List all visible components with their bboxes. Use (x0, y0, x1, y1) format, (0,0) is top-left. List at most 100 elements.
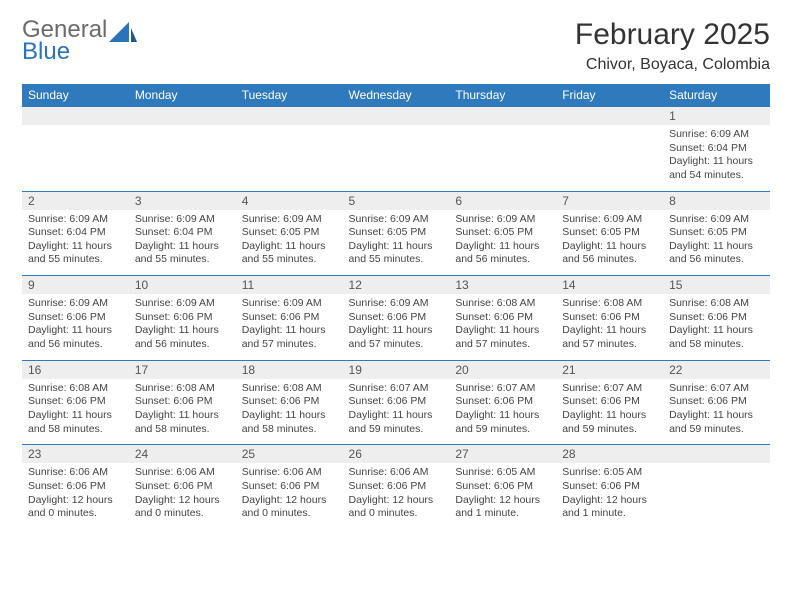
sunset-label: Sunset: 6:06 PM (28, 311, 123, 325)
daylight-label: Daylight: 11 hours and 56 minutes. (562, 240, 657, 267)
sunset-label: Sunset: 6:06 PM (349, 395, 444, 409)
day-number: 24 (129, 445, 236, 463)
calendar-day (663, 445, 770, 529)
calendar-week: 16Sunrise: 6:08 AMSunset: 6:06 PMDayligh… (22, 360, 770, 445)
daylight-label: Daylight: 11 hours and 57 minutes. (562, 324, 657, 351)
sunset-label: Sunset: 6:05 PM (562, 226, 657, 240)
day-number (129, 107, 236, 125)
daylight-label: Daylight: 11 hours and 55 minutes. (242, 240, 337, 267)
calendar-body: 1Sunrise: 6:09 AMSunset: 6:04 PMDaylight… (22, 107, 770, 529)
sunset-label: Sunset: 6:05 PM (349, 226, 444, 240)
logo-word-2: Blue (22, 40, 107, 64)
sunrise-label: Sunrise: 6:09 AM (349, 213, 444, 227)
sunrise-label: Sunrise: 6:06 AM (28, 466, 123, 480)
day-details (556, 125, 663, 185)
daylight-label: Daylight: 11 hours and 58 minutes. (242, 409, 337, 436)
day-number: 18 (236, 361, 343, 379)
location-label: Chivor, Boyaca, Colombia (575, 56, 770, 74)
day-number (236, 107, 343, 125)
daylight-label: Daylight: 11 hours and 58 minutes. (28, 409, 123, 436)
sunrise-label: Sunrise: 6:09 AM (242, 297, 337, 311)
day-details: Sunrise: 6:09 AMSunset: 6:04 PMDaylight:… (663, 125, 770, 191)
sunrise-label: Sunrise: 6:09 AM (135, 297, 230, 311)
sunrise-label: Sunrise: 6:07 AM (562, 382, 657, 396)
daylight-label: Daylight: 11 hours and 57 minutes. (349, 324, 444, 351)
day-details: Sunrise: 6:07 AMSunset: 6:06 PMDaylight:… (556, 379, 663, 445)
day-number: 12 (343, 276, 450, 294)
calendar-day: 4Sunrise: 6:09 AMSunset: 6:05 PMDaylight… (236, 191, 343, 276)
sunset-label: Sunset: 6:06 PM (562, 480, 657, 494)
calendar-day: 19Sunrise: 6:07 AMSunset: 6:06 PMDayligh… (343, 360, 450, 445)
weekday-header-row: Sunday Monday Tuesday Wednesday Thursday… (22, 84, 770, 107)
day-number: 22 (663, 361, 770, 379)
weekday-monday: Monday (129, 84, 236, 107)
day-number (663, 445, 770, 463)
weekday-friday: Friday (556, 84, 663, 107)
weekday-saturday: Saturday (663, 84, 770, 107)
daylight-label: Daylight: 11 hours and 56 minutes. (669, 240, 764, 267)
calendar-week: 2Sunrise: 6:09 AMSunset: 6:04 PMDaylight… (22, 191, 770, 276)
sunrise-label: Sunrise: 6:05 AM (562, 466, 657, 480)
calendar-day: 11Sunrise: 6:09 AMSunset: 6:06 PMDayligh… (236, 276, 343, 361)
daylight-label: Daylight: 11 hours and 59 minutes. (455, 409, 550, 436)
sunrise-label: Sunrise: 6:09 AM (669, 213, 764, 227)
daylight-label: Daylight: 12 hours and 0 minutes. (242, 494, 337, 521)
sunrise-label: Sunrise: 6:07 AM (669, 382, 764, 396)
daylight-label: Daylight: 11 hours and 56 minutes. (135, 324, 230, 351)
day-details: Sunrise: 6:08 AMSunset: 6:06 PMDaylight:… (236, 379, 343, 445)
sunset-label: Sunset: 6:05 PM (455, 226, 550, 240)
sunset-label: Sunset: 6:06 PM (135, 395, 230, 409)
day-details: Sunrise: 6:08 AMSunset: 6:06 PMDaylight:… (22, 379, 129, 445)
sunrise-label: Sunrise: 6:07 AM (455, 382, 550, 396)
calendar-day: 20Sunrise: 6:07 AMSunset: 6:06 PMDayligh… (449, 360, 556, 445)
calendar-day: 12Sunrise: 6:09 AMSunset: 6:06 PMDayligh… (343, 276, 450, 361)
day-details (663, 463, 770, 523)
day-details: Sunrise: 6:09 AMSunset: 6:05 PMDaylight:… (556, 210, 663, 276)
day-number: 7 (556, 192, 663, 210)
calendar-day: 2Sunrise: 6:09 AMSunset: 6:04 PMDaylight… (22, 191, 129, 276)
sunset-label: Sunset: 6:06 PM (562, 311, 657, 325)
daylight-label: Daylight: 11 hours and 55 minutes. (28, 240, 123, 267)
day-number: 9 (22, 276, 129, 294)
day-details (129, 125, 236, 185)
daylight-label: Daylight: 11 hours and 56 minutes. (28, 324, 123, 351)
weekday-wednesday: Wednesday (343, 84, 450, 107)
sunset-label: Sunset: 6:06 PM (669, 311, 764, 325)
day-number: 13 (449, 276, 556, 294)
sunset-label: Sunset: 6:04 PM (669, 142, 764, 156)
sunrise-label: Sunrise: 6:06 AM (135, 466, 230, 480)
day-number: 15 (663, 276, 770, 294)
sunrise-label: Sunrise: 6:09 AM (242, 213, 337, 227)
day-number: 27 (449, 445, 556, 463)
weekday-tuesday: Tuesday (236, 84, 343, 107)
calendar-table: Sunday Monday Tuesday Wednesday Thursday… (22, 84, 770, 529)
calendar-day: 3Sunrise: 6:09 AMSunset: 6:04 PMDaylight… (129, 191, 236, 276)
day-details: Sunrise: 6:08 AMSunset: 6:06 PMDaylight:… (129, 379, 236, 445)
day-details: Sunrise: 6:07 AMSunset: 6:06 PMDaylight:… (343, 379, 450, 445)
day-number: 17 (129, 361, 236, 379)
daylight-label: Daylight: 12 hours and 0 minutes. (349, 494, 444, 521)
daylight-label: Daylight: 12 hours and 0 minutes. (135, 494, 230, 521)
calendar-day (129, 107, 236, 192)
sunset-label: Sunset: 6:06 PM (349, 480, 444, 494)
sunset-label: Sunset: 6:06 PM (455, 395, 550, 409)
weekday-thursday: Thursday (449, 84, 556, 107)
day-details: Sunrise: 6:09 AMSunset: 6:05 PMDaylight:… (449, 210, 556, 276)
calendar-day: 6Sunrise: 6:09 AMSunset: 6:05 PMDaylight… (449, 191, 556, 276)
daylight-label: Daylight: 11 hours and 59 minutes. (562, 409, 657, 436)
sunset-label: Sunset: 6:04 PM (135, 226, 230, 240)
day-number (556, 107, 663, 125)
title-block: February 2025 Chivor, Boyaca, Colombia (575, 18, 770, 74)
day-details (22, 125, 129, 185)
sunset-label: Sunset: 6:06 PM (455, 311, 550, 325)
day-details: Sunrise: 6:09 AMSunset: 6:05 PMDaylight:… (236, 210, 343, 276)
day-number: 19 (343, 361, 450, 379)
sunset-label: Sunset: 6:05 PM (669, 226, 764, 240)
daylight-label: Daylight: 11 hours and 58 minutes. (669, 324, 764, 351)
day-number: 25 (236, 445, 343, 463)
calendar-day: 25Sunrise: 6:06 AMSunset: 6:06 PMDayligh… (236, 445, 343, 529)
sunrise-label: Sunrise: 6:06 AM (242, 466, 337, 480)
sunrise-label: Sunrise: 6:05 AM (455, 466, 550, 480)
calendar-day: 18Sunrise: 6:08 AMSunset: 6:06 PMDayligh… (236, 360, 343, 445)
calendar-day (556, 107, 663, 192)
